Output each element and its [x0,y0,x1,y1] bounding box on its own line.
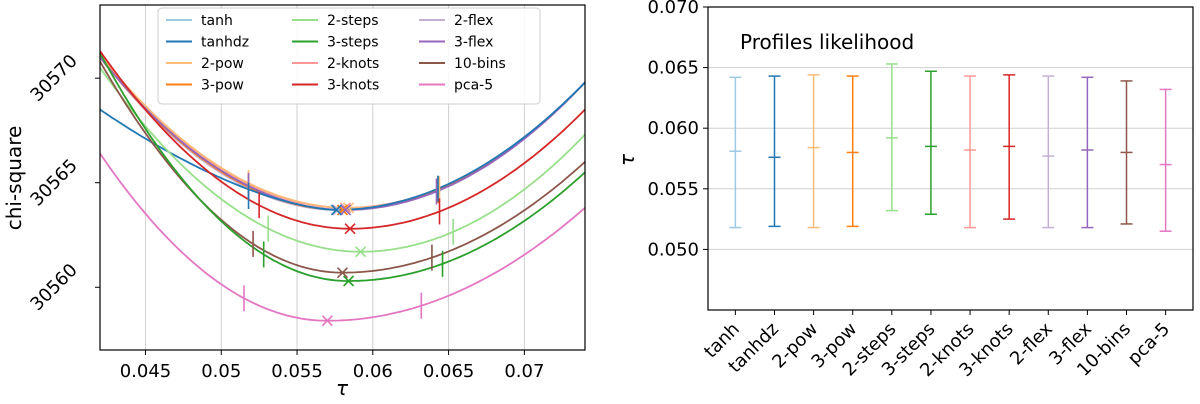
right-y-tick-label: 0.060 [647,118,699,139]
legend: tanh tanhdz 2-pow 3-pow 2-steps 3-steps 2-knot… [157,7,541,105]
right-errorbars [729,63,1172,232]
legend-label-3-steps: 3-steps [327,35,379,51]
left-x-tick-label: 0.065 [423,361,475,382]
left-x-tick-label: 0.045 [120,361,172,382]
right-x-tick-label: 2-flex [1006,318,1057,369]
min-marker-3-flex [339,204,352,216]
min-marker-2-steps [355,246,367,258]
min-marker-tanhdz [330,204,343,216]
legend-label-3-pow: 3-pow [201,78,244,94]
left-plot-frame [99,4,586,351]
legend-box [157,7,541,105]
legend-label-pca-5: pca-5 [454,78,493,94]
min-marker-3-steps [342,275,355,287]
left-x-tick-label: 0.07 [504,361,544,382]
legend-label-tanhdz: tanhdz [201,35,249,51]
profiles-likelihood-chart: 0.050 0.055 0.060 0.065 0.070 tanhtanhdz2-po… [615,0,1194,381]
left-x-tick-label: 0.05 [201,361,241,382]
left-y-ticks: 30560 30565 30570 [26,51,100,315]
legend-label-10-bins: 10-bins [454,56,506,72]
legend-label-2-pow: 2-pow [201,56,244,72]
right-chart-title: Profiles likelihood [740,30,914,54]
right-x-tick-label: pca-5 [1124,319,1174,369]
left-y-tick-label: 30570 [26,51,81,106]
left-y-tick-label: 30560 [26,260,81,315]
legend-label-3-knots: 3-knots [327,78,379,94]
legend-label-2-knots: 2-knots [327,56,379,72]
left-x-axis-label: τ [336,376,349,400]
chi-square-profile-chart: 0.045 0.05 0.055 0.06 0.065 0.07 305603056530… [2,4,586,400]
legend-label-2-steps: 2-steps [327,13,379,29]
right-y-tick-label: 0.065 [647,58,699,79]
right-y-tick-label: 0.070 [647,0,699,18]
legend-label-tanh: tanh [201,13,233,29]
legend-label-2-flex: 2-flex [454,13,493,29]
curve-pca-5 [100,152,585,322]
right-x-ticks: tanhtanhdz2-pow3-pow2-steps3-steps2-knot… [700,310,1174,381]
right-plot-frame [707,6,1194,311]
curve-2-steps [100,67,585,253]
left-y-axis-label: chi-square [2,126,26,231]
left-x-ticks: 0.045 0.05 0.055 0.06 0.065 0.07 [120,350,544,382]
curve-3-knots [100,50,585,230]
min-marker-pca-5 [321,315,333,327]
curve-3-steps [100,52,585,282]
left-markers [243,170,454,327]
left-x-tick-label: 0.055 [271,361,323,382]
right-y-ticks: 0.050 0.055 0.060 0.065 0.070 [647,0,708,260]
min-marker-3-knots [344,223,356,235]
right-y-tick-label: 0.050 [647,239,699,260]
right-y-tick-label: 0.055 [647,179,699,200]
left-y-tick-label: 30565 [26,155,81,210]
legend-label-3-flex: 3-flex [454,35,493,51]
left-x-tick-label: 0.06 [353,361,393,382]
min-marker-10-bins [336,267,349,279]
right-y-axis-label: τ [615,153,639,166]
